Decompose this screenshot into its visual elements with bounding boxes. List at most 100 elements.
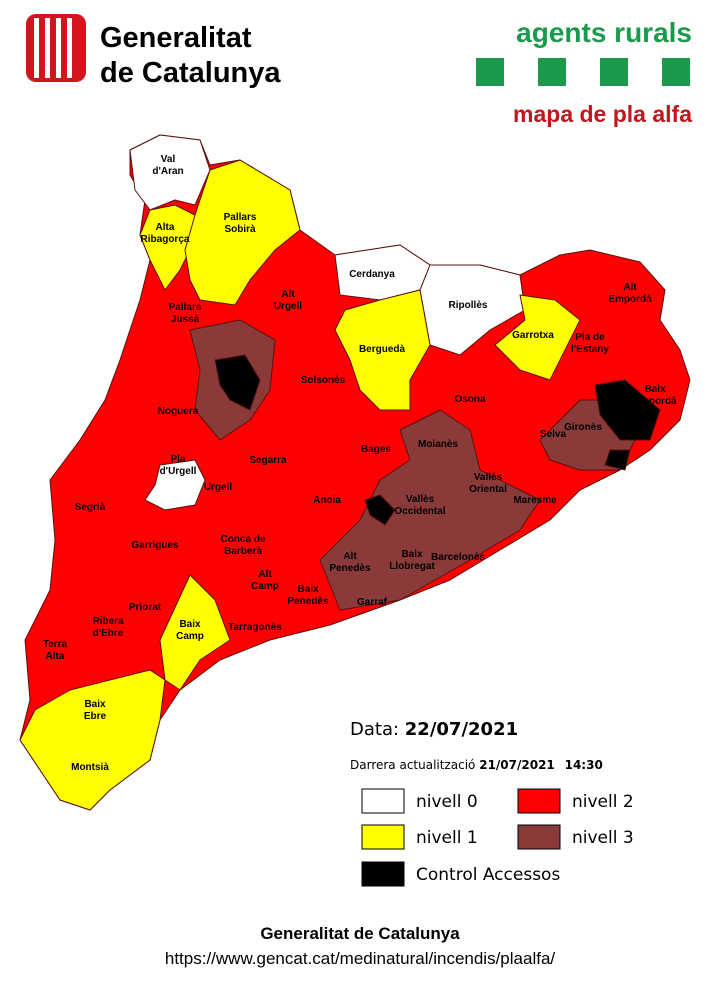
region-label: Priorat <box>129 602 162 613</box>
date-value: 22/07/2021 <box>405 719 518 740</box>
region-label-line: Barcelonès <box>431 552 485 563</box>
legend-label: nivell 3 <box>572 828 634 848</box>
region-label: Alt Camp <box>251 569 279 592</box>
region-label-line: Baix <box>297 584 319 595</box>
region <box>494 294 581 381</box>
region-label-line: Baix <box>401 549 423 560</box>
brand-square <box>600 58 628 86</box>
region-label: Solsonès <box>301 375 346 386</box>
region-label: Tarragonès <box>228 622 282 633</box>
region-label-line: Moianès <box>418 439 458 450</box>
region <box>319 409 541 611</box>
region-label-line: Alta <box>46 651 65 662</box>
region-label-line: Conca de <box>220 534 265 545</box>
region-label-line: Baix <box>84 699 106 710</box>
footer-url: https://www.gencat.cat/medinatural/incen… <box>165 949 556 968</box>
region-label: Moianès <box>418 439 458 450</box>
region-label: Garraf <box>357 597 388 608</box>
region-label-line: Urgell <box>204 482 233 493</box>
region-label-line: Pallars <box>224 212 257 223</box>
region-label-line: Llobregat <box>389 561 435 572</box>
region-label-line: Segarra <box>249 455 287 466</box>
region-label-line: Alt <box>343 551 357 562</box>
region-label: Alt Urgell <box>274 289 303 312</box>
date: Data: 22/07/2021 <box>350 719 518 740</box>
region-label-line: Berguedà <box>359 344 406 355</box>
region-label: Selva <box>540 429 567 440</box>
region-label-line: Barberà <box>224 546 262 557</box>
update-label: Darrera actualització <box>350 758 475 772</box>
region-label-line: Empordà <box>608 294 652 305</box>
update: Darrera actualització 21/07/2021 14:30 <box>350 758 603 772</box>
subtitle: mapa de pla alfa <box>513 101 692 127</box>
region-label-line: Ebre <box>84 711 107 722</box>
logo-text: de Catalunya <box>100 57 281 89</box>
region <box>184 159 301 306</box>
legend-label: nivell 1 <box>416 828 478 848</box>
region <box>19 669 166 811</box>
brand-squares <box>476 58 690 86</box>
region <box>159 574 231 691</box>
region-label-line: Terra <box>43 639 68 650</box>
region-label: Berguedà <box>359 344 406 355</box>
region-label-line: l'Estany <box>571 344 609 355</box>
region-label: Pla de l'Estany <box>571 332 609 355</box>
region-label-line: Empordà <box>633 396 677 407</box>
legend-swatch <box>517 824 561 850</box>
region-label: Bages <box>361 444 391 455</box>
region-label-line: Vallès <box>406 494 435 505</box>
logo-stripe <box>45 18 50 78</box>
region-label: Baix Empordà <box>633 384 677 407</box>
region <box>594 379 661 441</box>
region <box>334 289 431 411</box>
legend-label: nivell 0 <box>416 792 478 812</box>
region-label-line: Segrià <box>75 502 106 513</box>
legend-label: Control Accessos <box>416 865 560 885</box>
region-label-line: d'Aran <box>152 166 183 177</box>
region-label: Vallès Occidental <box>394 494 445 517</box>
region <box>214 354 261 411</box>
brand-square <box>476 58 504 86</box>
region-label: Segrià <box>75 502 106 513</box>
region-label: Cerdanya <box>349 269 395 280</box>
region-label-line: Urgell <box>274 301 303 312</box>
region-label-line: Sobirà <box>224 224 256 235</box>
region-label-line: Baix <box>644 384 666 395</box>
region-label-line: Jussà <box>171 314 200 325</box>
region-label: Montsià <box>71 762 109 773</box>
region-label-line: Alt <box>258 569 272 580</box>
region-label-line: Tarragonès <box>228 622 282 633</box>
region-label-line: Garrotxa <box>512 330 554 341</box>
region-label-line: Alt <box>623 282 637 293</box>
brand-square <box>538 58 566 86</box>
region-label: Baix Camp <box>176 619 204 642</box>
region-label: Alt Penedès <box>329 551 371 574</box>
region-label-line: Priorat <box>129 602 162 613</box>
region-label: Anoia <box>313 495 341 506</box>
region-label: Baix Ebre <box>84 699 107 722</box>
region <box>604 449 631 471</box>
region <box>129 134 211 211</box>
region-label-line: Oriental <box>469 484 507 495</box>
region-label-line: Penedès <box>287 596 329 607</box>
region-label: Gironès <box>564 422 602 433</box>
region-label: Garrigues <box>131 540 179 551</box>
region-label: Baix Llobregat <box>389 549 435 572</box>
region-label-line: Garraf <box>357 597 388 608</box>
region-label: Conca de Barberà <box>220 534 265 557</box>
legend-label: nivell 2 <box>572 792 634 812</box>
legend-swatch <box>361 861 405 887</box>
region-label-line: Camp <box>176 631 204 642</box>
region-label: Pallars Sobirà <box>224 212 257 235</box>
region-label-line: Pla <box>170 454 185 465</box>
region <box>144 459 206 511</box>
region-label-line: Camp <box>251 581 279 592</box>
region-label: Pallars Jussà <box>169 302 202 325</box>
region-label-line: Osona <box>454 394 486 405</box>
region-label-line: Garrigues <box>131 540 179 551</box>
brand: agents rurals <box>516 17 692 48</box>
region-label: Ripollès <box>449 300 488 311</box>
region <box>364 494 396 526</box>
logo-stripe <box>67 18 72 78</box>
logo-stripe <box>34 18 39 78</box>
